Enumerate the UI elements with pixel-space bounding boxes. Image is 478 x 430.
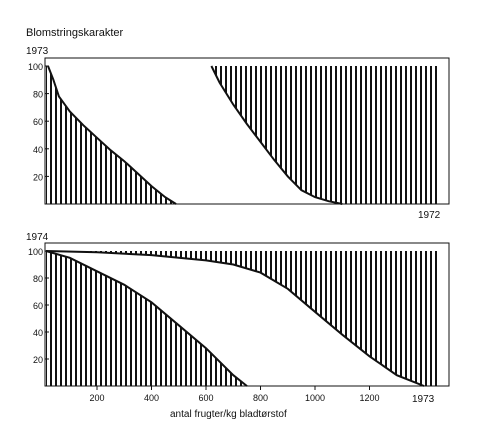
panel-label-1974: 1974 (26, 232, 49, 243)
y-tick-label: 40 (33, 145, 43, 155)
plot-frame-1974 (44, 242, 450, 387)
y-tick-labels-1973: 20 40 60 80 100 (28, 62, 49, 182)
panel-1974: 1974 20 40 60 80 100 200 400 600 800 1000 1200 19… (26, 232, 450, 420)
curve-left (45, 250, 248, 387)
x-axis-label: antal frugter/kg bladtørstof (170, 409, 287, 420)
hatched-area-right (211, 66, 437, 204)
y-tick-label: 40 (33, 328, 43, 338)
end-label-1972: 1972 (418, 210, 441, 221)
x-tick-label: 600 (198, 393, 213, 403)
y-tick-label: 100 (28, 62, 43, 72)
x-tick-label: 800 (253, 393, 268, 403)
plot-frame-1973 (44, 57, 450, 205)
x-tick-labels: 200 400 600 800 1000 1200 (89, 386, 380, 403)
x-tick-label: 1000 (305, 393, 325, 403)
curve-right (45, 250, 425, 387)
curve-right (210, 65, 343, 205)
hatched-area-right (46, 251, 437, 386)
x-tick-label: 1200 (359, 393, 379, 403)
x-tick-label: 400 (144, 393, 159, 403)
hatched-area-left (46, 66, 176, 204)
y-tick-labels-1974: 20 40 60 80 100 (28, 247, 49, 365)
y-tick-label: 20 (33, 355, 43, 365)
y-tick-label: 80 (33, 90, 43, 100)
y-tick-label: 20 (33, 172, 43, 182)
y-tick-label: 60 (33, 301, 43, 311)
panel-label-1973: 1973 (26, 46, 49, 57)
y-tick-label: 100 (28, 247, 43, 257)
y-tick-label: 60 (33, 117, 43, 127)
end-label-1973: 1973 (412, 394, 435, 405)
chart-title: Blomstringskarakter (26, 27, 124, 39)
hatched-area-left (46, 251, 247, 386)
panel-1973: Blomstringskarakter 1973 20 40 60 80 100 197… (26, 27, 450, 221)
y-tick-label: 80 (33, 274, 43, 284)
x-tick-label: 200 (89, 393, 104, 403)
curve-left (47, 65, 177, 205)
